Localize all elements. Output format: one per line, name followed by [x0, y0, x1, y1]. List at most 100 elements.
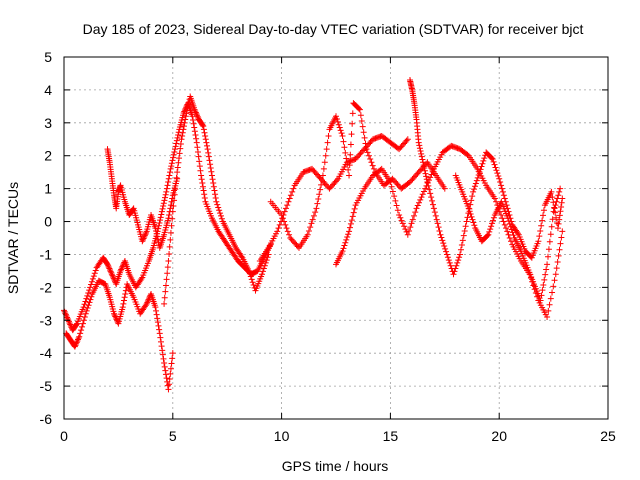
- data-point: [161, 360, 168, 367]
- data-point: [167, 169, 174, 176]
- data-point: [414, 202, 421, 209]
- data-point: [462, 223, 469, 230]
- data-point: [164, 264, 171, 271]
- data-point: [428, 194, 435, 201]
- data-point: [71, 343, 78, 350]
- data-point: [356, 106, 363, 113]
- data-point: [339, 132, 346, 139]
- data-point: [160, 200, 167, 207]
- data-point: [489, 220, 496, 227]
- data-point: [213, 198, 220, 205]
- data-point: [260, 265, 267, 272]
- data-point: [437, 231, 444, 238]
- data-point: [417, 196, 424, 203]
- data-point: [346, 228, 353, 235]
- data-point: [184, 104, 191, 111]
- data-point: [549, 289, 556, 296]
- data-point: [454, 259, 461, 266]
- data-point: [168, 360, 175, 367]
- data-point: [457, 251, 464, 258]
- data-point: [542, 271, 549, 278]
- data-point: [140, 235, 147, 242]
- data-point: [504, 228, 511, 235]
- data-point: [156, 219, 163, 226]
- data-point: [144, 297, 151, 304]
- data-point: [238, 253, 245, 260]
- data-point: [165, 179, 172, 186]
- data-point: [401, 223, 408, 230]
- data-point: [167, 229, 174, 236]
- data-point: [510, 232, 517, 239]
- data-point: [316, 191, 323, 198]
- data-point: [427, 190, 434, 197]
- data-point: [343, 155, 350, 162]
- data-point: [539, 287, 546, 294]
- data-point: [214, 201, 221, 208]
- data-point: [430, 205, 437, 212]
- data-point: [555, 192, 562, 199]
- data-point: [81, 301, 88, 308]
- data-point: [497, 179, 504, 186]
- data-point: [481, 155, 488, 162]
- data-point: [341, 144, 348, 151]
- data-point: [347, 141, 354, 148]
- data-point: [358, 117, 365, 124]
- data-point: [404, 136, 411, 143]
- data-point: [460, 232, 467, 239]
- data-point: [281, 208, 288, 215]
- data-point: [169, 157, 176, 164]
- data-point: [182, 113, 189, 120]
- data-point: [545, 307, 552, 314]
- data-point: [394, 207, 401, 214]
- data-point: [199, 179, 206, 186]
- data-point: [312, 209, 319, 216]
- data-point: [471, 186, 478, 193]
- data-point: [548, 223, 555, 230]
- data-point: [106, 265, 113, 272]
- data-point: [122, 290, 129, 297]
- data-point: [174, 134, 181, 141]
- data-point: [325, 132, 332, 139]
- data-point: [194, 144, 201, 151]
- data-point: [445, 257, 452, 264]
- data-point: [335, 121, 342, 128]
- data-point: [185, 101, 192, 108]
- data-point: [461, 227, 468, 234]
- data-point: [201, 195, 208, 202]
- data-point: [509, 229, 516, 236]
- data-point: [85, 290, 92, 297]
- data-point: [66, 320, 73, 327]
- data-point: [473, 177, 480, 184]
- data-point: [166, 381, 173, 388]
- data-point: [428, 171, 435, 178]
- data-point: [152, 304, 159, 311]
- data-point: [499, 215, 506, 222]
- data-point: [67, 321, 74, 328]
- data-point: [163, 276, 170, 283]
- data-point: [547, 295, 554, 302]
- data-point: [367, 156, 374, 163]
- data-point: [540, 207, 547, 214]
- y-tick-label: 0: [44, 214, 52, 230]
- data-point: [554, 258, 561, 265]
- data-point: [119, 304, 126, 311]
- data-point: [170, 154, 177, 161]
- data-point: [342, 239, 349, 246]
- data-point: [154, 236, 161, 243]
- data-point: [447, 262, 454, 269]
- data-point: [492, 164, 499, 171]
- data-point: [197, 167, 204, 174]
- data-point: [356, 105, 363, 112]
- data-point: [192, 132, 199, 139]
- data-point: [64, 315, 71, 322]
- data-point: [546, 301, 553, 308]
- data-point: [190, 116, 197, 123]
- data-point: [472, 180, 479, 187]
- data-point: [215, 204, 222, 211]
- data-point: [247, 273, 254, 280]
- data-point: [74, 337, 81, 344]
- data-point: [490, 214, 497, 221]
- data-point: [550, 208, 557, 215]
- data-point: [179, 132, 186, 139]
- data-point: [285, 198, 292, 205]
